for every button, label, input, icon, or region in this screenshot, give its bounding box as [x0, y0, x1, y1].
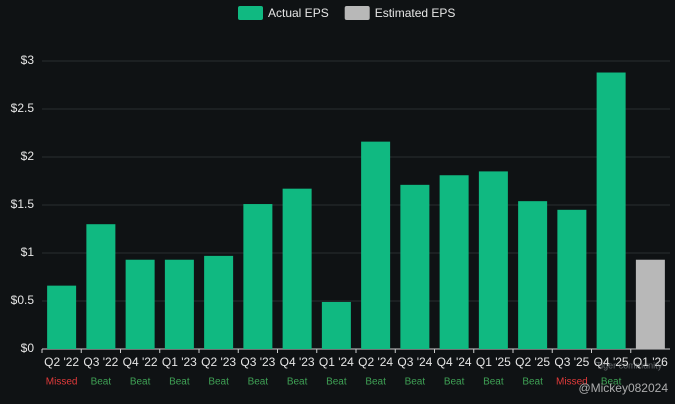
bar — [47, 285, 77, 349]
result-label: Beat — [169, 377, 190, 388]
result-label: Beat — [130, 377, 151, 388]
bar — [557, 209, 587, 349]
result-label: Beat — [444, 377, 465, 388]
y-tick-label: $3 — [21, 53, 35, 67]
credit: @Mickey082024 — [578, 381, 668, 395]
result-label: Beat — [287, 377, 308, 388]
x-tick-label: Q4 '22 — [123, 355, 158, 369]
result-label: Beat — [522, 377, 543, 388]
x-tick-label: Q1 '23 — [162, 355, 197, 369]
x-tick-label: Q1 '24 — [319, 355, 354, 369]
x-tick-label: Q3 '23 — [240, 355, 275, 369]
x-tick-label: Q3 '22 — [83, 355, 118, 369]
bar — [321, 301, 351, 349]
y-tick-label: $1 — [21, 245, 35, 259]
result-label: Beat — [405, 377, 426, 388]
x-tick-label: Q2 '25 — [515, 355, 550, 369]
result-label: Beat — [483, 377, 504, 388]
legend-swatch — [344, 6, 370, 20]
x-tick-label: Q3 '25 — [554, 355, 589, 369]
y-tick-label: $2.5 — [11, 101, 35, 115]
bar — [86, 224, 116, 349]
result-label: Beat — [365, 377, 386, 388]
y-tick-label: $2 — [21, 149, 35, 163]
result-label: Beat — [326, 377, 347, 388]
bar — [439, 175, 469, 349]
result-label: Missed — [556, 377, 588, 388]
x-tick-label: Q2 '23 — [201, 355, 236, 369]
result-label: Beat — [208, 377, 229, 388]
legend-label: Actual EPS — [268, 6, 329, 20]
x-tick-label: Q1 '25 — [476, 355, 511, 369]
x-tick-label: Q4 '25 — [594, 355, 629, 369]
bar — [204, 255, 234, 349]
result-label: Beat — [91, 377, 112, 388]
y-tick-label: $0.5 — [11, 293, 35, 307]
bar — [596, 72, 626, 350]
x-tick-label: Q2 '24 — [358, 355, 393, 369]
bar — [164, 259, 194, 349]
y-tick-label: $1.5 — [11, 197, 35, 211]
bar — [518, 201, 548, 349]
bar — [635, 259, 665, 349]
x-tick-label: Q4 '24 — [437, 355, 472, 369]
legend-label: Estimated EPS — [375, 6, 456, 20]
bar — [125, 259, 155, 349]
x-tick-label: Q3 '24 — [397, 355, 432, 369]
bar — [478, 171, 508, 349]
bar — [361, 141, 391, 349]
bar — [400, 184, 430, 349]
watermark: Tiger community — [596, 360, 663, 370]
result-label: Beat — [601, 377, 622, 388]
x-tick-label: Q4 '23 — [280, 355, 315, 369]
x-tick-label: Q1 '26 — [633, 355, 668, 369]
x-tick-label: Q2 '22 — [44, 355, 79, 369]
legend-swatch — [238, 6, 263, 20]
bar — [243, 204, 273, 349]
result-label: Beat — [248, 377, 269, 388]
bar — [282, 188, 312, 349]
y-tick-label: $0 — [21, 341, 35, 355]
result-label: Missed — [46, 377, 78, 388]
